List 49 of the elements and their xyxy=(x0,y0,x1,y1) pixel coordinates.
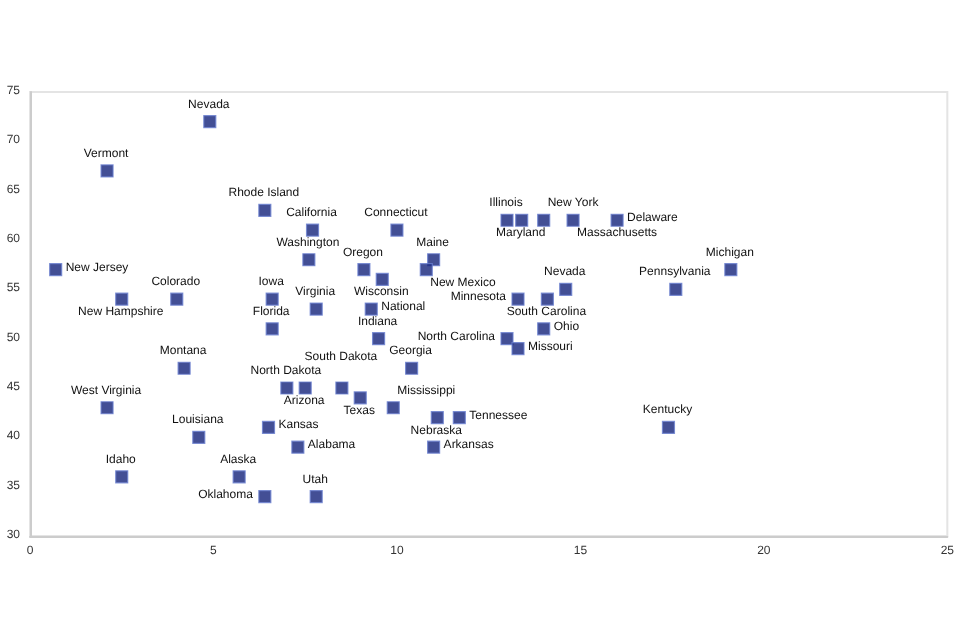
point xyxy=(49,263,63,277)
point xyxy=(371,332,386,346)
point xyxy=(100,401,114,415)
point xyxy=(170,292,184,306)
point xyxy=(390,223,404,237)
point xyxy=(430,411,444,425)
point xyxy=(515,213,529,227)
point xyxy=(537,322,551,336)
point xyxy=(291,440,305,454)
point xyxy=(335,381,349,395)
point xyxy=(309,302,323,316)
point xyxy=(566,213,580,227)
point xyxy=(511,292,525,306)
point xyxy=(540,292,554,306)
point xyxy=(419,263,433,277)
point xyxy=(265,322,279,336)
point xyxy=(559,282,573,296)
point xyxy=(500,332,514,346)
point xyxy=(265,292,279,306)
point xyxy=(661,420,676,435)
point xyxy=(298,381,312,395)
point xyxy=(452,411,466,425)
point xyxy=(203,115,217,129)
point xyxy=(232,470,246,484)
point xyxy=(364,302,378,316)
point xyxy=(610,213,624,227)
point xyxy=(302,253,316,267)
point xyxy=(405,361,419,375)
point xyxy=(386,401,400,415)
point xyxy=(500,213,514,227)
point xyxy=(115,470,129,484)
point xyxy=(309,489,323,504)
point xyxy=(537,213,551,227)
point xyxy=(258,203,272,217)
point xyxy=(669,282,683,296)
point xyxy=(353,391,367,405)
point xyxy=(375,272,389,287)
point xyxy=(427,440,441,454)
point xyxy=(100,164,114,178)
point xyxy=(305,223,320,237)
point xyxy=(280,381,294,395)
point xyxy=(724,263,738,277)
point xyxy=(258,489,272,504)
point xyxy=(357,263,371,277)
point xyxy=(511,341,525,356)
point xyxy=(261,420,276,435)
point xyxy=(192,430,206,444)
point xyxy=(115,292,129,306)
point xyxy=(177,361,191,375)
